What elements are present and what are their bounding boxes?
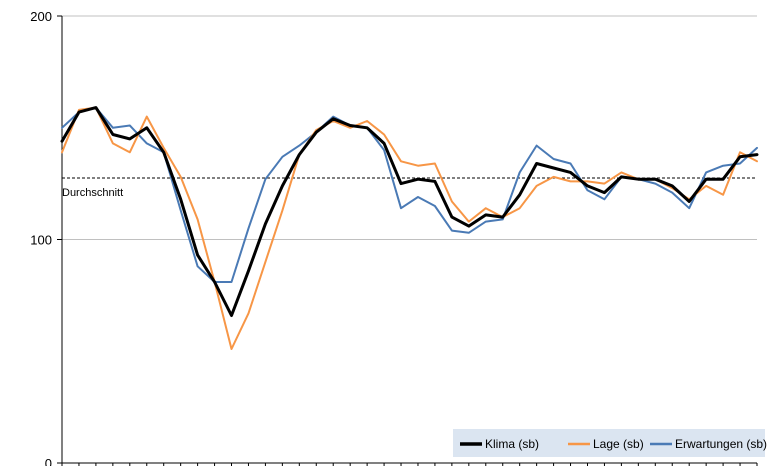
reference-line-label: Durchschnitt <box>62 187 123 199</box>
reference-line-group: Durchschnitt <box>62 177 757 199</box>
legend-label-klima: Klima (sb) <box>485 437 539 451</box>
y-tick-label-200: 200 <box>30 9 52 24</box>
series-line-klima <box>60 106 759 317</box>
legend-box <box>453 429 765 457</box>
series-line-lage <box>61 106 758 350</box>
grid-lines: 0 100 200 <box>30 9 757 466</box>
y-tick-label-100: 100 <box>30 233 52 248</box>
y-tick-label-0: 0 <box>45 456 52 466</box>
legend-label-erwartungen: Erwartungen (sb) <box>675 437 767 451</box>
axes <box>57 15 758 466</box>
series-line-erwartungen <box>61 106 758 283</box>
legend-label-lage: Lage (sb) <box>593 437 644 451</box>
legend: Klima (sb) Lage (sb) Erwartungen (sb) <box>453 429 767 457</box>
series-layer <box>60 106 759 350</box>
